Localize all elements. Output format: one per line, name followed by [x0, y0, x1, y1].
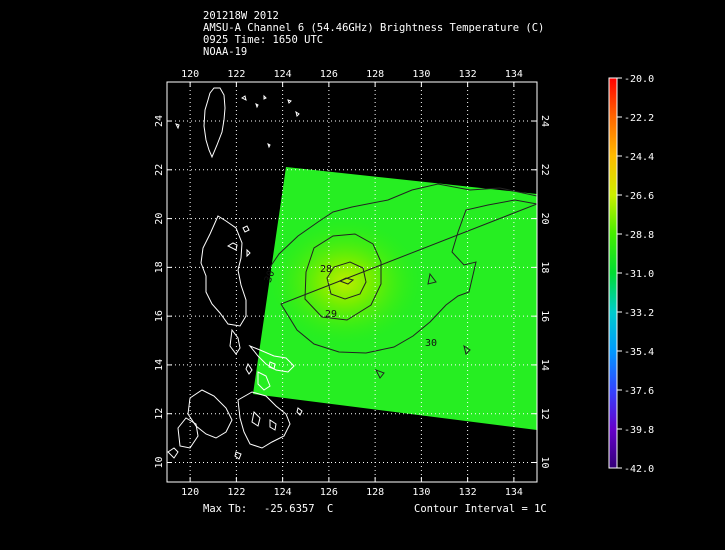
lat-label-right: 18 — [539, 261, 550, 273]
max-tb-value: -25.6357 — [264, 503, 315, 515]
lon-label-top: 134 — [505, 69, 523, 80]
lon-label-top: 128 — [366, 69, 384, 80]
lon-label-bottom: 126 — [320, 487, 338, 498]
lat-label-left: 16 — [154, 310, 165, 322]
lon-label-bottom: 124 — [274, 487, 292, 498]
axis-ticks: 120 120 122 122 124 124 126 126 128 128 130 130 132 1… — [154, 69, 550, 498]
lat-label-right: 22 — [539, 164, 550, 176]
colorbar-label: -24.4 — [624, 152, 654, 163]
contour-label-30-east: 30 — [425, 338, 437, 349]
lat-label-left: 10 — [154, 456, 165, 468]
colorbar: -20.0 -22.2 -24.4 -26.6 -28.8 -31.0 -33.2 -35.4… — [608, 74, 654, 475]
contour-label-29: 29 — [325, 309, 337, 320]
lat-label-right: 10 — [539, 456, 550, 468]
title-line-3: 0925 Time: 1650 UTC — [203, 34, 324, 46]
coastlines — [167, 87, 303, 460]
lon-label-bottom: 120 — [181, 487, 199, 498]
title-line-4: NOAA-19 — [203, 46, 248, 58]
title-line-2: AMSU-A Channel 6 (54.46GHz) Brightness T… — [203, 22, 545, 34]
lon-label-top: 120 — [181, 69, 199, 80]
lat-label-right: 14 — [539, 359, 550, 371]
lat-label-right: 24 — [539, 115, 550, 127]
lat-label-left: 14 — [154, 359, 165, 371]
lon-label-bottom: 132 — [459, 487, 477, 498]
lat-label-left: 22 — [154, 164, 165, 176]
lon-label-top: 124 — [274, 69, 292, 80]
lat-label-right: 16 — [539, 310, 550, 322]
max-tb-label: Max Tb: — [203, 503, 248, 515]
lat-lon-grid — [167, 82, 537, 482]
contour-label-28: 28 — [320, 264, 332, 275]
lon-label-top: 122 — [227, 69, 245, 80]
colorbar-label: -39.8 — [624, 425, 654, 436]
contour-label-30-west: 30 — [263, 269, 277, 284]
colorbar-label: -28.8 — [624, 230, 654, 241]
contour-lines — [267, 183, 537, 379]
colorbar-label: -31.0 — [624, 269, 654, 280]
colorbar-label: -33.2 — [624, 308, 654, 319]
lon-label-top: 132 — [459, 69, 477, 80]
lat-label-left: 12 — [154, 408, 165, 420]
map-frame — [166, 81, 538, 483]
lon-label-bottom: 128 — [366, 487, 384, 498]
lat-label-right: 20 — [539, 213, 550, 225]
colorbar-label: -37.6 — [624, 386, 654, 397]
title-line-1: 201218W 2012 — [203, 10, 279, 22]
lon-label-top: 130 — [412, 69, 430, 80]
colorbar-label: -42.0 — [624, 464, 654, 475]
cyclone-warm-core — [270, 220, 420, 344]
lat-label-left: 18 — [154, 261, 165, 273]
lon-label-bottom: 134 — [505, 487, 523, 498]
colorbar-label: -22.2 — [624, 113, 654, 124]
max-tb-unit: C — [327, 503, 334, 515]
lat-label-left: 24 — [154, 115, 165, 127]
lon-label-bottom: 130 — [412, 487, 430, 498]
colorbar-label: -35.4 — [624, 347, 654, 358]
colorbar-gradient — [609, 78, 617, 468]
lon-label-top: 126 — [320, 69, 338, 80]
lat-label-left: 20 — [154, 213, 165, 225]
contour-interval: Contour Interval = 1C — [414, 503, 547, 515]
lon-label-bottom: 122 — [227, 487, 245, 498]
lat-label-right: 12 — [539, 408, 550, 420]
colorbar-label: -20.0 — [624, 74, 654, 85]
colorbar-label: -26.6 — [624, 191, 654, 202]
